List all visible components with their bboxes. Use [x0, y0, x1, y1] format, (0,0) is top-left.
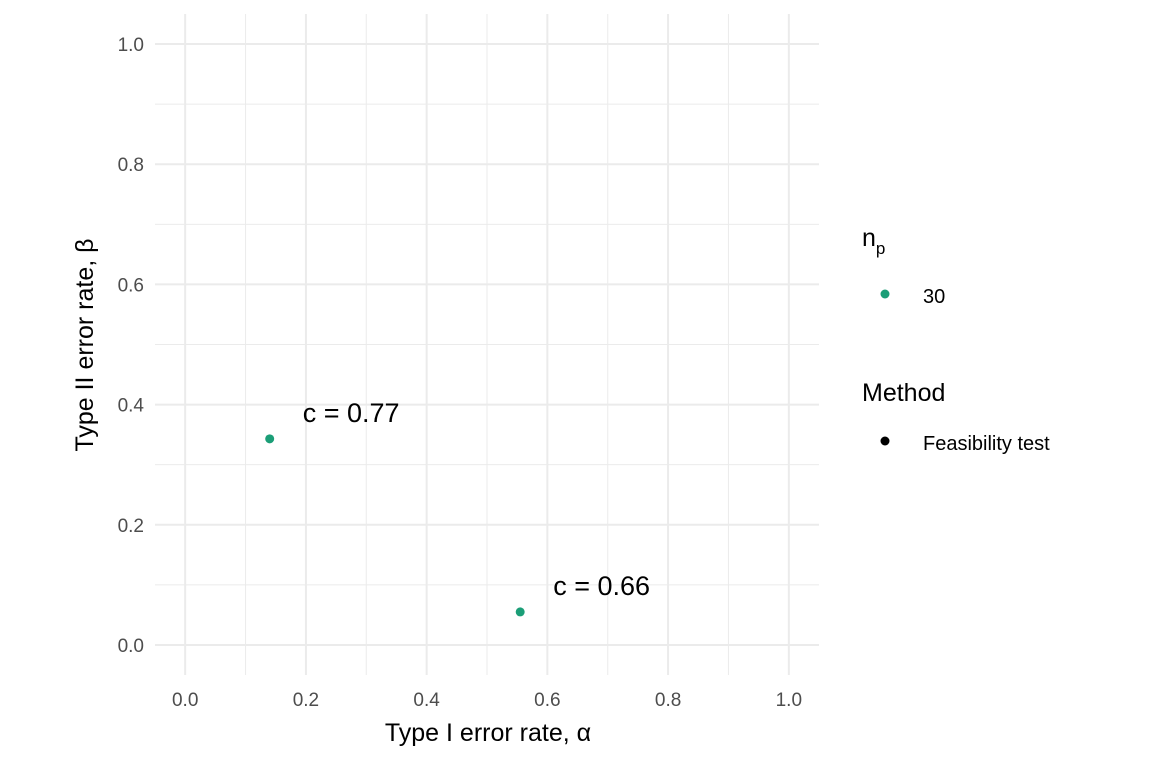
- legend-np-key: [880, 289, 890, 299]
- y-tick-label: 0.4: [118, 396, 145, 417]
- legend-method-label: Feasibility test: [923, 433, 1050, 455]
- legend-method-key: [880, 436, 890, 446]
- legend-np: np 30: [862, 224, 945, 308]
- minor-gridlines: [155, 14, 819, 675]
- y-tick-label: 0.6: [118, 275, 144, 296]
- legend-np-title: np: [862, 224, 885, 258]
- x-axis-title: Type I error rate, α: [385, 719, 591, 747]
- y-axis-ticks: 0.0 0.2 0.4 0.6 0.8 1.0: [118, 35, 145, 657]
- legend-np-label: 30: [923, 286, 945, 308]
- data-points: [265, 434, 525, 617]
- data-point: [265, 434, 275, 444]
- major-gridlines: [155, 14, 819, 675]
- legend-method: Method Feasibility test: [862, 379, 1050, 455]
- x-tick-label: 0.8: [655, 690, 681, 711]
- y-axis-title: Type II error rate, β: [71, 238, 99, 451]
- point-label: c = 0.77: [303, 398, 400, 428]
- x-tick-label: 0.2: [293, 690, 319, 711]
- x-tick-label: 0.6: [534, 690, 560, 711]
- x-tick-label: 1.0: [776, 690, 802, 711]
- y-tick-label: 0.2: [118, 516, 144, 537]
- point-label: c = 0.66: [553, 571, 650, 601]
- x-tick-label: 0.4: [413, 690, 440, 711]
- point-annotations: c = 0.77 c = 0.66: [303, 398, 650, 601]
- x-axis-ticks: 0.0 0.2 0.4 0.6 0.8 1.0: [172, 690, 802, 711]
- data-point: [515, 607, 525, 617]
- legend-method-title: Method: [862, 379, 945, 407]
- y-tick-label: 1.0: [118, 35, 144, 56]
- y-tick-label: 0.8: [118, 155, 144, 176]
- x-tick-label: 0.0: [172, 690, 198, 711]
- y-tick-label: 0.0: [118, 636, 144, 657]
